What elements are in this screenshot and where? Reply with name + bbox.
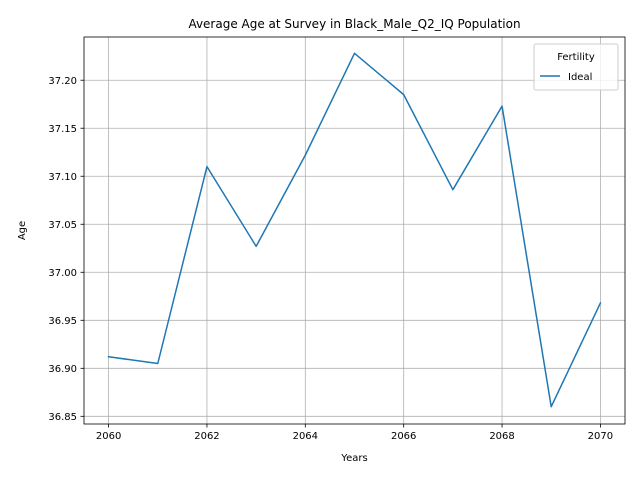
y-tick-label: 36.90 xyxy=(48,364,77,375)
legend-label-ideal: Ideal xyxy=(568,72,592,83)
y-axis-label: Age xyxy=(17,221,28,240)
plot-area-frame xyxy=(83,36,626,425)
chart-title: Average Age at Survey in Black_Male_Q2_I… xyxy=(188,17,520,31)
series-layer xyxy=(107,52,602,408)
series-line-ideal xyxy=(107,52,602,408)
y-tick-label: 37.05 xyxy=(48,220,77,231)
y-tick-label: 37.00 xyxy=(48,268,77,279)
y-tick-label: 37.20 xyxy=(48,76,77,87)
x-axis-ticks: 2060 2062 2064 2066 2068 2070 xyxy=(96,424,613,442)
x-tick-label: 2066 xyxy=(391,431,416,442)
y-tick-label: 37.10 xyxy=(48,172,77,183)
x-tick-label: 2068 xyxy=(489,431,514,442)
y-tick-label: 36.95 xyxy=(48,316,77,327)
y-tick-label: 36.85 xyxy=(48,412,77,423)
y-axis-ticks: 36.85 36.90 36.95 37.00 37.05 37.10 37.15 37.20 xyxy=(48,76,84,423)
x-tick-label: 2070 xyxy=(588,431,613,442)
legend-box xyxy=(533,43,619,91)
legend: Fertility Ideal xyxy=(533,43,619,91)
grid xyxy=(84,37,625,424)
legend-title: Fertility xyxy=(557,52,595,63)
x-tick-label: 2062 xyxy=(194,431,219,442)
x-tick-label: 2064 xyxy=(293,431,318,442)
x-tick-label: 2060 xyxy=(96,431,121,442)
y-tick-label: 37.15 xyxy=(48,124,77,135)
x-axis-label: Years xyxy=(340,453,367,464)
